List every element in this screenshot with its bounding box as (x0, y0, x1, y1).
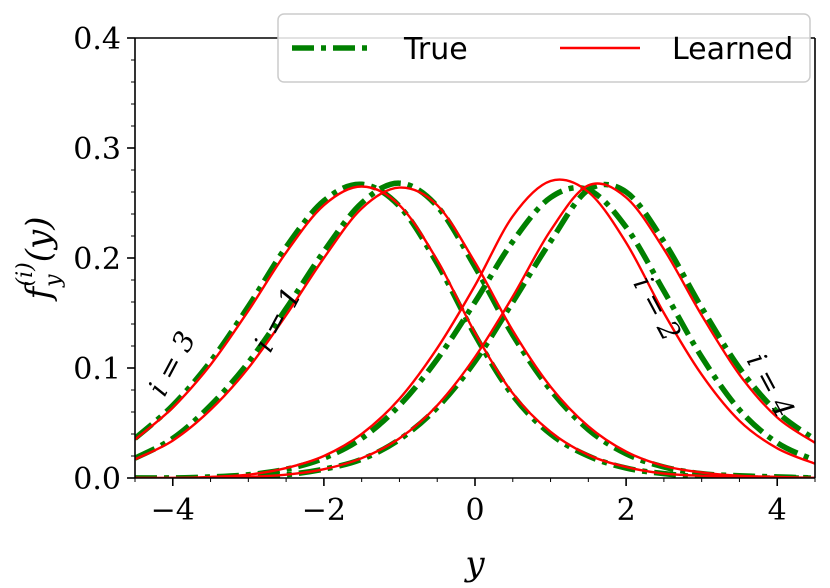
legend-label: True (403, 32, 468, 67)
y-tick-label: 0.3 (73, 132, 121, 167)
learned-curve-i3 (135, 185, 815, 478)
y-tick-label: 0.4 (73, 22, 121, 57)
x-tick-label: 0 (465, 493, 484, 528)
x-tick-label: −2 (302, 493, 346, 528)
legend-box (277, 13, 811, 83)
x-tick-label: 4 (768, 493, 787, 528)
legend: True Learned (277, 13, 811, 83)
legend-label: Learned (672, 32, 793, 67)
y-axis-label: fy(i)(y) (13, 217, 66, 303)
curve-label: i = 3 (141, 326, 202, 402)
curves-layer (135, 178, 815, 478)
y-axis-label-group: fy(i)(y) (13, 217, 66, 303)
x-tick-label: −4 (151, 493, 195, 528)
learned-curve-i4 (135, 182, 815, 478)
y-tick-label: 0.0 (73, 462, 121, 497)
learned-curve-i2 (135, 178, 815, 478)
curve-label: i = 2 (627, 271, 688, 347)
x-axis-label: y (463, 544, 485, 584)
x-tick-label: 2 (617, 493, 636, 528)
curve-label: i = 1 (247, 282, 308, 358)
learned-curve-i1 (135, 186, 815, 478)
y-tick-label: 0.1 (73, 352, 121, 387)
y-tick-label: 0.2 (73, 242, 121, 277)
axes-layer: −4 −2 0 2 4 0.0 0.1 0.2 0.3 0.4 (73, 22, 816, 528)
